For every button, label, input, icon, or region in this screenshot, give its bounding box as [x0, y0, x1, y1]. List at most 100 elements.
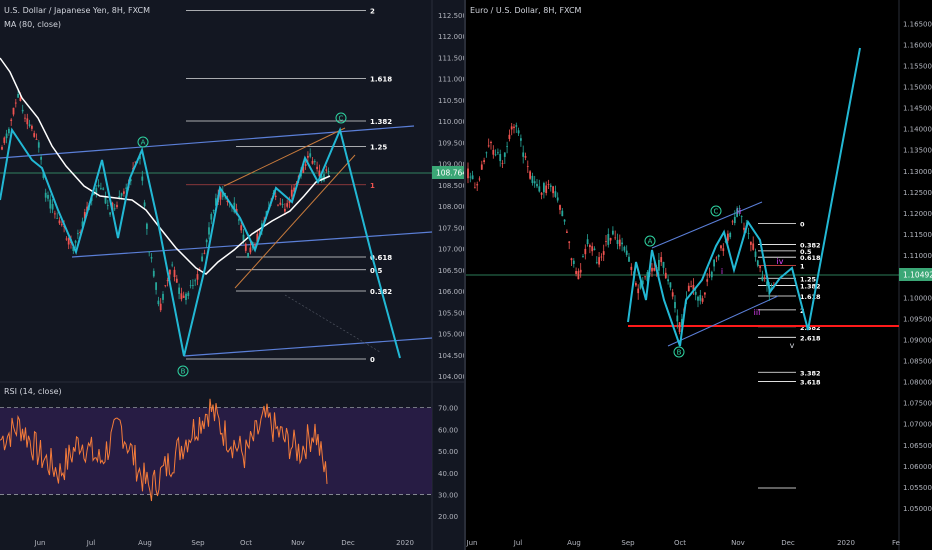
- candle-body: [12, 107, 15, 115]
- price-axis-tick: 1.06500: [903, 442, 932, 450]
- candle-body: [166, 280, 169, 281]
- candle-body: [600, 256, 603, 258]
- candle-body: [242, 234, 245, 241]
- fib-level-label: 3.382: [800, 369, 821, 377]
- candle-body: [109, 212, 111, 215]
- candle-body: [281, 204, 284, 205]
- candle-body: [219, 191, 222, 200]
- time-axis-tick: 2020: [396, 539, 414, 547]
- candle-body: [480, 164, 483, 170]
- usdjpy-chart-canvas[interactable]: 112.500 112.000 111.500 111.000 110.500 110.0…: [0, 0, 466, 550]
- candle-body: [325, 169, 328, 171]
- candle-body: [671, 292, 674, 297]
- price-axis-tick: 111.500: [438, 54, 466, 62]
- candle-body: [704, 292, 706, 295]
- candle-body: [173, 269, 176, 277]
- candle-body: [146, 223, 148, 229]
- candle-body: [150, 257, 153, 259]
- price-axis-tick: 1.14500: [903, 105, 932, 113]
- candle-body: [697, 296, 699, 301]
- candle-body: [520, 138, 522, 141]
- price-axis-tick: 1.11000: [903, 252, 932, 260]
- candle-body: [44, 192, 47, 198]
- candle-body: [288, 200, 291, 203]
- eurusd-chart-canvas[interactable]: 1.16500 1.16000 1.15500 1.15000 1.14500 1.140…: [466, 0, 932, 550]
- candle-body: [667, 279, 669, 282]
- candle-body: [678, 322, 681, 332]
- time-axis-tick: Jul: [513, 539, 523, 547]
- candle-body: [175, 278, 178, 283]
- wave-label: B: [181, 368, 186, 376]
- price-axis-tick: 112.000: [438, 33, 466, 41]
- candle-body: [476, 184, 479, 186]
- candle-body: [733, 216, 736, 224]
- candle-body: [754, 251, 757, 258]
- rsi-axis-tick: 60.00: [438, 426, 458, 434]
- candle-body: [658, 259, 660, 271]
- eurusd-chart-pane[interactable]: Euro / U.S. Dollar, 8H, FXCM 1.16500 1.16…: [466, 0, 932, 550]
- price-axis-tick: 107.500: [438, 224, 466, 232]
- candle-body: [630, 266, 633, 270]
- candle-body: [155, 282, 157, 290]
- candle-body: [120, 193, 123, 196]
- candle-body: [522, 152, 525, 157]
- candle-body: [210, 213, 213, 220]
- usdjpy-chart-pane[interactable]: U.S. Dollar / Japanese Yen, 8H, FXCM MA …: [0, 0, 466, 550]
- candle-body: [687, 285, 690, 292]
- price-axis-tick: 1.14000: [903, 126, 932, 134]
- candle-body: [134, 161, 137, 163]
- price-axis-tick: 1.08000: [903, 379, 932, 387]
- candle-body: [81, 221, 84, 227]
- candle-body: [662, 261, 665, 268]
- candle-body: [104, 196, 107, 204]
- time-axis-tick: Jun: [466, 539, 477, 547]
- candle-body: [196, 274, 199, 280]
- lower-channel-line: [183, 337, 433, 357]
- ma-indicator-label[interactable]: MA (80, close): [4, 20, 62, 29]
- candle-body: [720, 245, 722, 249]
- upper-channel-line: [0, 125, 415, 159]
- wave-label-circle: [710, 205, 722, 217]
- candle-body: [67, 237, 70, 245]
- candle-body: [10, 119, 13, 121]
- candle-body: [3, 137, 6, 143]
- candle-body: [164, 285, 167, 287]
- candle-body: [178, 287, 180, 294]
- candle-body: [497, 152, 499, 154]
- rsi-axis-tick: 70.00: [438, 405, 458, 413]
- candle-body: [212, 210, 215, 211]
- candle-body: [747, 233, 750, 234]
- candle-body: [40, 156, 42, 160]
- candle-body: [524, 156, 527, 158]
- time-axis-tick: Jul: [86, 539, 96, 547]
- current-price-badge: [899, 268, 932, 281]
- pane-divider[interactable]: [464, 0, 467, 550]
- price-axis-tick: 108.000: [438, 203, 466, 211]
- candle-body: [577, 271, 580, 280]
- candle-body: [51, 204, 54, 210]
- candle-body: [274, 195, 277, 198]
- candle-body: [579, 269, 582, 273]
- candle-body: [568, 241, 571, 243]
- price-axis-tick: 109.000: [438, 161, 466, 169]
- roman-wave-label: ii: [737, 207, 741, 216]
- candle-body: [517, 130, 520, 134]
- fib-level-label: 1.382: [800, 282, 821, 290]
- candle-body: [37, 142, 40, 148]
- candle-body: [722, 248, 725, 252]
- fib-level-label: 0.618: [370, 254, 392, 262]
- candle-body: [715, 257, 718, 259]
- candle-body: [49, 199, 52, 209]
- candle-body: [14, 102, 17, 104]
- price-axis-tick: 106.500: [438, 267, 466, 275]
- candle-body: [759, 266, 761, 268]
- rsi-indicator-label[interactable]: RSI (14, close): [4, 387, 62, 396]
- candle-body: [752, 243, 755, 250]
- price-axis-tick: 109.500: [438, 139, 466, 147]
- time-axis-tick: Nov: [731, 539, 745, 547]
- roman-wave-label: i: [721, 267, 723, 276]
- candle-body: [116, 204, 118, 208]
- candle-body: [607, 234, 610, 245]
- fib-level-label: 1.25: [800, 275, 817, 283]
- candle-body: [185, 293, 187, 300]
